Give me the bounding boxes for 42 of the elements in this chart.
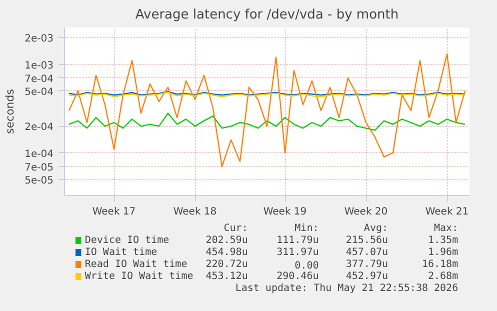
text: Min: — [294, 223, 319, 234]
text: 1.96m — [428, 247, 458, 258]
text: Avg: — [364, 223, 388, 234]
y-tick-label: 5e-05 — [24, 176, 54, 187]
legend-label: Device IO time — [84, 235, 170, 246]
text: 202.59u — [206, 235, 248, 246]
y-tick-label: 1e-04 — [24, 148, 54, 160]
text: 0.00 — [294, 260, 319, 272]
text: 377.79u — [346, 259, 388, 270]
y-tick-label: 7e-05 — [24, 162, 54, 174]
text: 1.35m — [428, 235, 458, 246]
y-tick-label: 1e-03 — [24, 60, 54, 72]
text: 290.46u — [276, 271, 319, 282]
y-tick-label: 7e-04 — [24, 74, 54, 85]
text: 220.72u — [206, 259, 248, 270]
y-tick-label: 2e-03 — [24, 34, 54, 45]
x-tick-label: Week 20 — [344, 206, 388, 218]
x-tick-label: Week 17 — [92, 206, 136, 218]
text: 311.97u — [276, 247, 319, 258]
x-tick-label: Week 19 — [263, 206, 307, 218]
text: 457.07u — [346, 247, 388, 258]
text: 215.56u — [346, 235, 388, 246]
y-tick-label: 5e-04 — [24, 86, 54, 98]
legend-label: Write IO Wait time — [84, 271, 194, 282]
text: 111.79u — [276, 235, 319, 246]
chart-title: Average latency for /dev/vda - by month — [135, 8, 399, 22]
text: 452.97u — [346, 271, 388, 282]
text: Last update: Thu May 21 22:55:38 2026 — [235, 283, 458, 294]
line-series — [68, 112, 466, 131]
y-axis-title: seconds — [4, 88, 17, 134]
x-tick-label: Week 18 — [173, 206, 217, 218]
x-tick-label: Week 21 — [425, 206, 469, 218]
line-series — [68, 54, 466, 168]
y-tick-label: 2e-04 — [24, 122, 54, 134]
text: Cur: — [224, 223, 248, 234]
text: 2.68m — [428, 271, 458, 282]
text: Max: — [434, 223, 458, 234]
text: 454.98u — [206, 247, 248, 258]
text: 453.12u — [206, 271, 248, 282]
text: 16.18m — [422, 259, 458, 270]
legend-label: IO Wait time — [84, 247, 158, 258]
legend-label: Read IO Wait time — [84, 259, 188, 270]
